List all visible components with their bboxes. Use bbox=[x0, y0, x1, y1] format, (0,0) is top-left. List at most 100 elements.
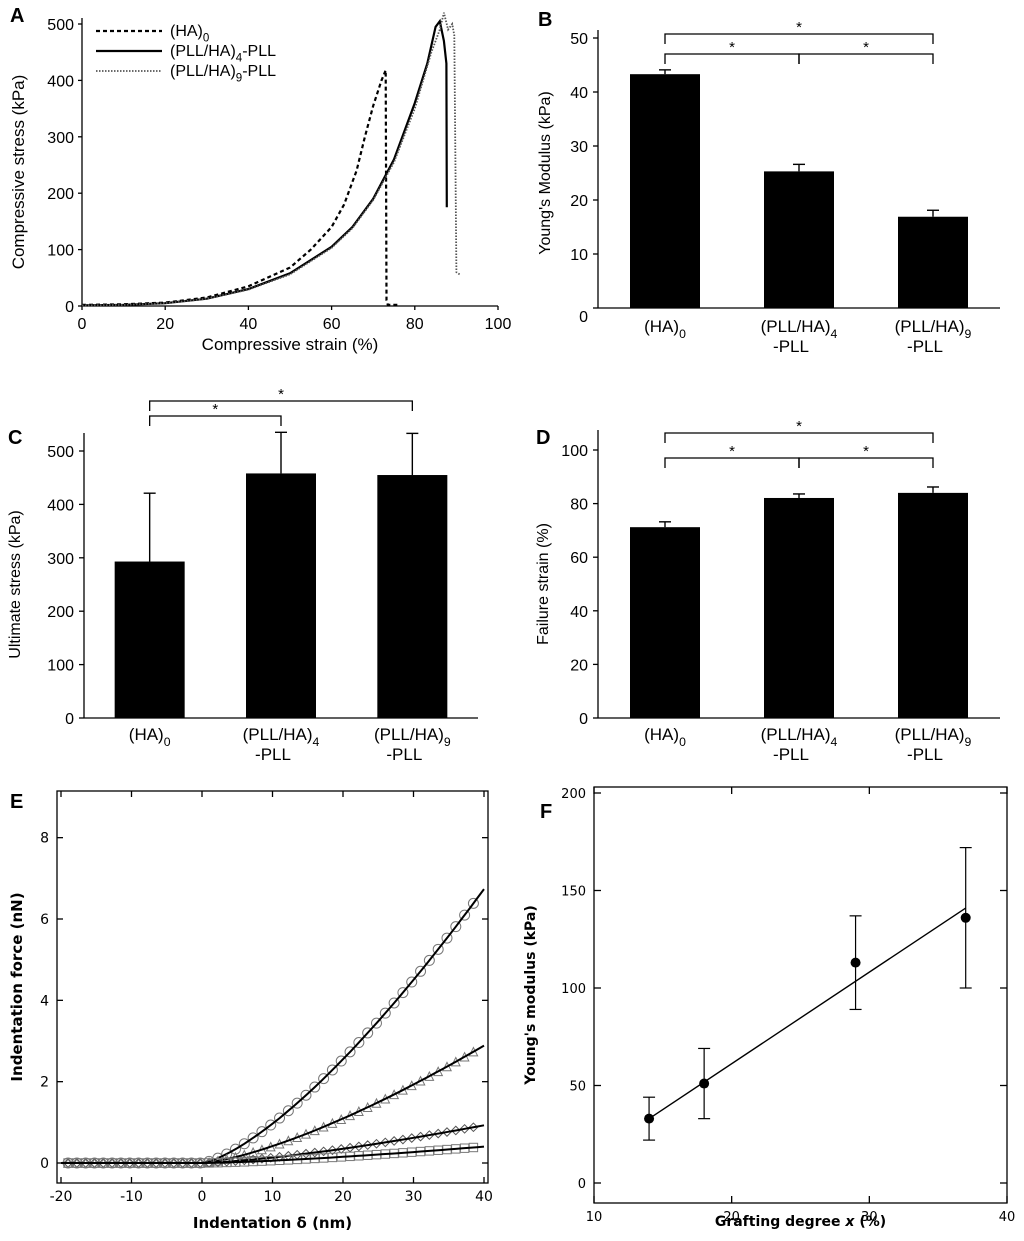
panel-label-d: D bbox=[536, 427, 550, 449]
ytick-label-a: 500 bbox=[47, 17, 74, 34]
ytick-label-d: 0 bbox=[579, 711, 588, 728]
significance-star-b: * bbox=[729, 39, 735, 56]
ytick-label-b: 20 bbox=[570, 193, 588, 210]
ytick-label-e: 2 bbox=[40, 1075, 49, 1091]
significance-star-d: * bbox=[863, 443, 869, 460]
ytick-label-f: 150 bbox=[561, 885, 586, 900]
marker-circle-e bbox=[309, 1081, 321, 1093]
y-axis-title-e: Indentation force (nN) bbox=[8, 892, 26, 1081]
fit-line-f bbox=[648, 907, 967, 1120]
xtick-label-a: 60 bbox=[323, 316, 341, 333]
xtick-label-f: 30 bbox=[861, 1210, 878, 1225]
marker-circle-e bbox=[397, 987, 409, 999]
x-axis-title-a: Compressive strain (%) bbox=[202, 335, 379, 354]
ytick-label-e: 4 bbox=[40, 993, 49, 1009]
xtick-label-a: 20 bbox=[156, 316, 174, 333]
significance-bracket-c bbox=[149, 400, 413, 411]
significance-star-d: * bbox=[796, 418, 802, 435]
ytick-label-f: 50 bbox=[569, 1080, 586, 1095]
ytick-label-c: 100 bbox=[47, 658, 74, 675]
marker-circle-e bbox=[362, 1027, 374, 1039]
marker-circle-e bbox=[300, 1089, 312, 1101]
marker-circle-e bbox=[335, 1055, 347, 1067]
category-label-d: (PLL/HA)4 bbox=[761, 725, 838, 749]
ytick-label-a: 400 bbox=[47, 73, 74, 90]
xtick-label-a: 80 bbox=[406, 316, 424, 333]
marker-circle-e bbox=[282, 1105, 294, 1117]
ytick-label-d: 80 bbox=[570, 497, 588, 514]
xtick-label-e: 30 bbox=[405, 1189, 423, 1205]
xtick-label-f: 40 bbox=[999, 1210, 1016, 1225]
category-label-b: (HA)0 bbox=[644, 317, 686, 341]
bar-d bbox=[764, 497, 834, 718]
bar-d bbox=[630, 527, 700, 718]
significance-star-b: * bbox=[796, 19, 802, 36]
bar-c bbox=[377, 475, 448, 718]
ytick-label-a: 300 bbox=[47, 130, 74, 147]
marker-diamond-e bbox=[248, 1154, 259, 1165]
marker-circle-e bbox=[388, 997, 400, 1009]
category-label-c: (PLL/HA)4 bbox=[243, 725, 320, 749]
marker-circle-e bbox=[238, 1138, 250, 1150]
panel-label-e: E bbox=[10, 791, 23, 813]
marker-diamond-e bbox=[362, 1140, 373, 1150]
xtick-label-a: 100 bbox=[485, 316, 512, 333]
marker-diamond-e bbox=[221, 1156, 232, 1167]
y-axis-title-d: Failure strain (%) bbox=[535, 523, 552, 645]
fit-line-e bbox=[201, 1145, 485, 1164]
marker-circle-e bbox=[326, 1064, 338, 1076]
marker-diamond-e bbox=[318, 1146, 329, 1157]
marker-circle-e bbox=[265, 1119, 277, 1131]
legend-label-a: (PLL/HA)9-PLL bbox=[170, 63, 276, 85]
marker-triangle-e bbox=[450, 1056, 461, 1067]
ytick-label-a: 200 bbox=[47, 186, 74, 203]
significance-bracket-c bbox=[149, 415, 282, 426]
legend-label-a: (HA)0 bbox=[170, 23, 209, 45]
significance-bracket-b bbox=[798, 53, 934, 64]
marker-circle-e bbox=[344, 1046, 356, 1058]
ytick-label-c: 0 bbox=[65, 711, 74, 728]
marker-circle-e bbox=[432, 943, 444, 955]
marker-circle-e bbox=[229, 1143, 241, 1155]
xtick-label-f: 10 bbox=[586, 1210, 603, 1225]
data-point-f bbox=[960, 912, 971, 923]
significance-bracket-d bbox=[664, 432, 934, 443]
ytick-label-d: 60 bbox=[570, 550, 588, 567]
significance-bracket-b bbox=[664, 33, 934, 44]
xtick-label-e: 0 bbox=[198, 1189, 207, 1205]
ytick-label-d: 100 bbox=[561, 443, 588, 460]
ytick-label-b: 10 bbox=[570, 247, 588, 264]
y-axis-title-b: Young's Modulus (kPa) bbox=[537, 91, 554, 254]
marker-circle-e bbox=[318, 1073, 330, 1085]
ytick-label-f: 100 bbox=[561, 982, 586, 997]
category-label-line2-c: -PLL bbox=[255, 745, 291, 764]
category-label-b: (PLL/HA)4 bbox=[761, 317, 838, 341]
ytick-label-c: 400 bbox=[47, 497, 74, 514]
series-line-a bbox=[81, 12, 462, 307]
category-label-line2-c: -PLL bbox=[386, 745, 422, 764]
plot-frame-f bbox=[593, 786, 1008, 1204]
series-line-a bbox=[81, 69, 399, 306]
ytick-label-a: 100 bbox=[47, 243, 74, 260]
significance-star-d: * bbox=[729, 443, 735, 460]
ytick-label-b: 0 bbox=[579, 309, 588, 326]
marker-diamond-e bbox=[239, 1155, 250, 1166]
marker-circle-e bbox=[459, 909, 471, 921]
marker-triangle-e bbox=[441, 1061, 452, 1072]
fit-line-e bbox=[201, 888, 485, 1164]
marker-circle-e bbox=[274, 1112, 286, 1124]
ytick-label-c: 300 bbox=[47, 551, 74, 568]
ytick-label-b: 30 bbox=[570, 139, 588, 156]
category-label-line2-b: -PLL bbox=[773, 337, 809, 356]
bar-d bbox=[898, 492, 968, 718]
xtick-label-a: 40 bbox=[240, 316, 258, 333]
y-axis-title-c: Ultimate stress (kPa) bbox=[7, 510, 24, 658]
marker-circle-e bbox=[247, 1132, 259, 1144]
marker-circle-e bbox=[291, 1097, 303, 1109]
data-point-f bbox=[850, 957, 861, 968]
marker-circle-e bbox=[406, 976, 418, 988]
panel-label-f: F bbox=[540, 801, 552, 823]
ytick-label-f: 200 bbox=[561, 787, 586, 802]
significance-star-c: * bbox=[278, 386, 284, 403]
